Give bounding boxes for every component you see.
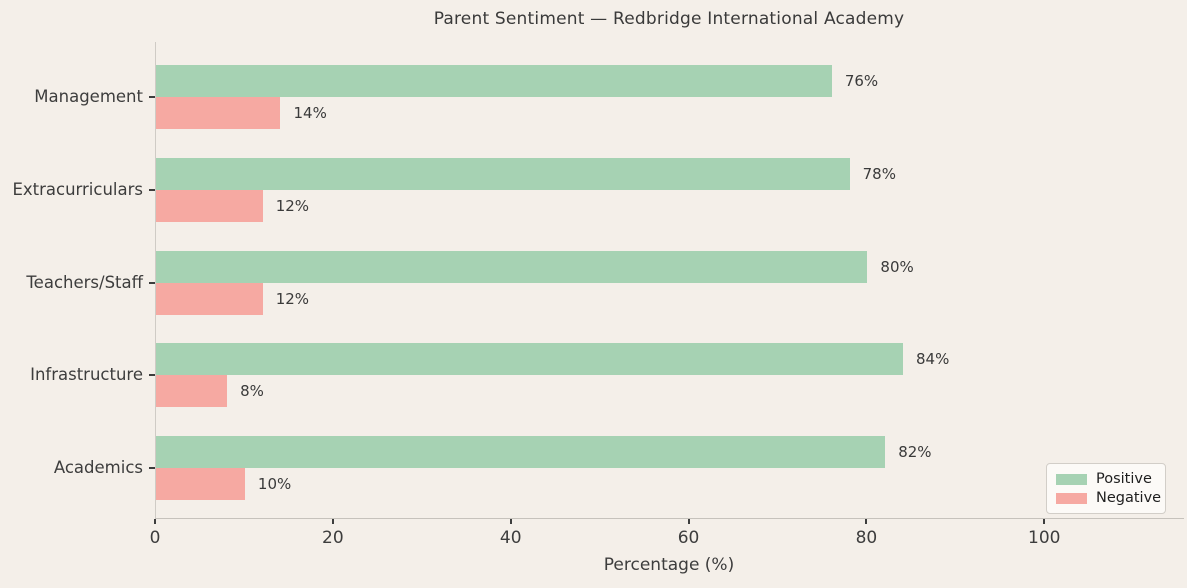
legend: Positive Negative: [1046, 463, 1166, 514]
positive-bar: [156, 436, 886, 468]
y-tick-mark: [149, 281, 155, 284]
x-tick-mark: [331, 519, 334, 524]
category-label: Infrastructure: [30, 365, 143, 385]
positive-value-label: 78%: [862, 164, 896, 183]
positive-swatch: [1056, 473, 1087, 485]
x-tick-mark: [687, 519, 690, 524]
x-tick-mark: [1043, 519, 1046, 524]
negative-bar: [156, 468, 245, 500]
x-tick-mark: [865, 519, 868, 524]
negative-bar: [156, 375, 228, 408]
negative-swatch: [1056, 492, 1087, 504]
x-tick-mark: [154, 519, 156, 524]
positive-value-label: 84%: [915, 350, 950, 369]
legend-label-positive: Positive: [1096, 471, 1152, 487]
x-tick-mark: [509, 519, 512, 524]
legend-entry-negative: Negative: [1056, 490, 1161, 506]
positive-bar: [156, 65, 832, 97]
y-tick-mark: [149, 374, 155, 377]
y-tick-mark: [149, 96, 155, 98]
x-axis-line: [155, 518, 1184, 519]
positive-value-label: 82%: [898, 443, 932, 461]
negative-bar: [156, 97, 281, 129]
y-tick-mark: [149, 188, 155, 191]
negative-value-label: 14%: [293, 104, 327, 122]
negative-value-label: 12%: [275, 196, 310, 215]
negative-value-label: 8%: [240, 382, 264, 401]
x-tick-label: 20: [322, 528, 344, 548]
negative-value-label: 12%: [275, 289, 310, 308]
positive-value-label: 80%: [880, 257, 914, 276]
positive-bar: [156, 343, 903, 376]
x-axis-label: Percentage (%): [603, 555, 735, 575]
positive-bar: [156, 250, 868, 283]
x-tick-label: 40: [499, 528, 522, 548]
legend-entry-positive: Positive: [1056, 471, 1156, 487]
x-tick-label: 100: [1028, 528, 1061, 548]
category-label: Management: [34, 87, 143, 106]
legend-label-negative: Negative: [1096, 490, 1162, 506]
category-label: Extracurriculars: [12, 179, 143, 199]
negative-bar: [156, 282, 263, 315]
category-label: Academics: [53, 458, 143, 477]
negative-bar: [156, 189, 263, 222]
y-axis-spine: [155, 42, 156, 519]
x-tick-label: 0: [149, 528, 161, 548]
negative-value-label: 10%: [257, 475, 292, 493]
y-tick-mark: [149, 467, 155, 469]
x-tick-label: 80: [855, 528, 878, 548]
chart-title: Parent Sentiment — Redbridge Internation…: [433, 9, 905, 29]
positive-bar: [156, 157, 850, 190]
positive-value-label: 76%: [844, 72, 879, 90]
category-label: Teachers/Staff: [26, 272, 143, 292]
x-tick-label: 60: [677, 528, 700, 548]
